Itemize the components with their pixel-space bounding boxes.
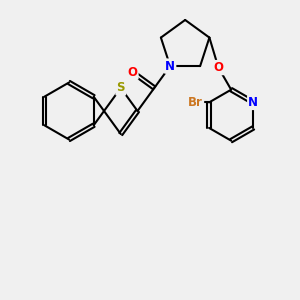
Text: O: O <box>128 66 137 79</box>
Text: O: O <box>213 61 224 74</box>
Text: N: N <box>165 60 175 73</box>
Text: Br: Br <box>188 96 203 109</box>
Text: N: N <box>248 96 258 109</box>
Text: S: S <box>116 81 125 94</box>
